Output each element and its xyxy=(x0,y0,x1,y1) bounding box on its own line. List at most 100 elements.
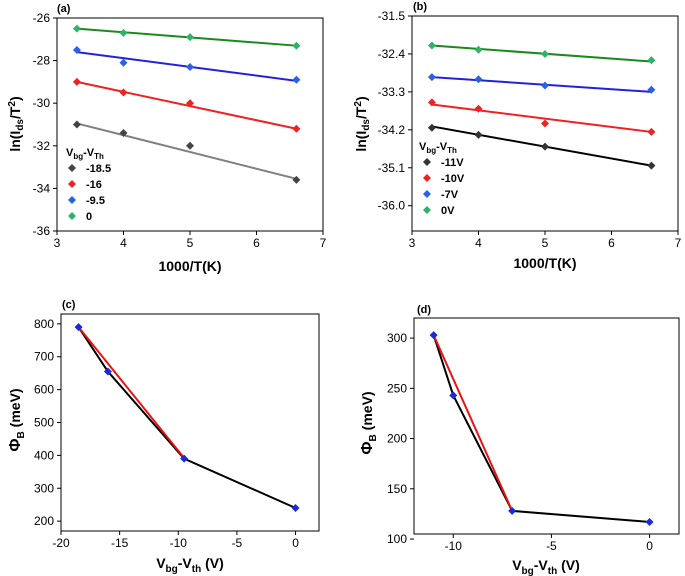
data-point-a-3 xyxy=(72,24,81,33)
legend-label-b-0: -11V xyxy=(441,157,464,169)
y-tick-label-c: 600 xyxy=(34,383,54,397)
series-line-c-fit xyxy=(77,326,185,459)
data-point-d xyxy=(508,506,517,515)
data-point-a-2 xyxy=(72,45,81,54)
x-tick-label-a: 3 xyxy=(54,236,61,250)
x-tick-label-d: -10 xyxy=(445,539,463,553)
fit-line-a-1 xyxy=(76,80,297,130)
y-tick-label-c: 200 xyxy=(34,514,54,528)
legend-label-a-3: 0 xyxy=(86,211,92,223)
data-point-b-3 xyxy=(541,49,549,58)
y-tick-label-d: 200 xyxy=(387,432,407,446)
panel-label-a: (a) xyxy=(57,3,71,15)
data-point-a-2 xyxy=(186,62,194,71)
y-axis-label-c: ΦB (meV) xyxy=(7,388,27,451)
data-point-b-1 xyxy=(427,98,436,107)
data-point-b-2 xyxy=(427,73,436,82)
y-tick-label-c: 800 xyxy=(34,317,54,331)
series-line-d-fit xyxy=(432,334,514,512)
x-tick-label-d: 0 xyxy=(646,539,653,553)
data-point-a-0 xyxy=(186,141,194,150)
fit-line-b-2 xyxy=(431,76,652,93)
data-point-a-1 xyxy=(186,99,194,108)
x-tick-label-b: 3 xyxy=(409,236,416,250)
data-point-b-2 xyxy=(541,81,549,90)
panel-label-c: (c) xyxy=(62,299,76,311)
ticks-d: -10 -5 0 100 150 200 250 300 xyxy=(387,331,653,553)
data-point-b-1 xyxy=(647,127,656,136)
plot-frame-c xyxy=(60,313,320,532)
x-tick-label-b: 5 xyxy=(542,236,549,250)
ticks-c: -20 -15 -10 -5 0 200 300 400 500 600 700 800 xyxy=(34,317,299,550)
x-axis-label-a: 1000/T(K) xyxy=(158,258,221,274)
x-tick-label-c: 0 xyxy=(292,536,299,550)
legend-marker-b-1 xyxy=(423,174,431,182)
data-point-a-3 xyxy=(186,33,194,42)
panel-label-b: (b) xyxy=(413,1,427,13)
data-point-b-2 xyxy=(474,75,483,84)
data-point-d xyxy=(645,517,654,526)
x-tick-label-a: 6 xyxy=(253,236,260,250)
markers-c xyxy=(74,323,300,512)
data-point-b-0 xyxy=(541,142,549,151)
y-tick-label-b: -36.0 xyxy=(378,199,406,213)
x-axis-label-d: Vbg-Vth (V) xyxy=(512,557,580,576)
x-tick-label-a: 4 xyxy=(120,236,127,250)
panel-d: (d) -10 -5 0 100 150 200 250 300 Vbg-Vth (V) ΦB… xyxy=(359,304,680,576)
y-tick-label-c: 300 xyxy=(34,481,54,495)
data-point-a-3 xyxy=(119,28,128,37)
y-tick-label-c: 500 xyxy=(34,416,54,430)
y-tick-label-d: 150 xyxy=(387,482,407,496)
x-tick-label-b: 4 xyxy=(475,236,482,250)
data-point-b-2 xyxy=(647,85,656,94)
y-tick-label-a: -32 xyxy=(33,139,51,153)
y-axis-label-d: ΦB (meV) xyxy=(359,391,379,454)
legend-marker-a-3 xyxy=(68,212,76,220)
panel-label-d: (d) xyxy=(417,304,431,316)
legend-marker-a-1 xyxy=(68,180,76,188)
data-point-c xyxy=(103,367,112,376)
data-point-b-3 xyxy=(474,45,483,54)
y-tick-label-b: -34.2 xyxy=(378,123,406,137)
data-point-a-1 xyxy=(72,77,81,86)
x-tick-label-c: -5 xyxy=(232,536,243,550)
legend-label-a-1: -16 xyxy=(86,179,102,191)
x-tick-label-b: 7 xyxy=(675,236,682,250)
series-line-c-data xyxy=(77,326,296,509)
legend-marker-b-3 xyxy=(423,206,431,214)
x-tick-label-a: 7 xyxy=(320,236,327,250)
data-point-b-3 xyxy=(427,41,436,50)
data-point-b-3 xyxy=(647,56,656,65)
y-tick-label-b: -31.5 xyxy=(378,9,406,23)
legend-b: Vbg-VTh -11V -10V -7V 0V xyxy=(419,141,465,217)
data-point-a-2 xyxy=(119,58,128,67)
data-point-b-1 xyxy=(474,104,483,113)
y-tick-label-d: 250 xyxy=(387,381,407,395)
fit-line-b-1 xyxy=(431,103,652,133)
y-tick-label-a: -34 xyxy=(33,181,51,195)
x-axis-label-c: Vbg-Vth (V) xyxy=(156,555,224,575)
data-point-a-1 xyxy=(119,88,128,97)
x-axis-label-b: 1000/T(K) xyxy=(513,255,576,271)
data-point-a-0 xyxy=(119,129,128,138)
x-tick-label-b: 6 xyxy=(608,236,615,250)
legend-title-a: Vbg-VTh xyxy=(66,147,104,161)
y-tick-label-a: -26 xyxy=(33,11,51,25)
x-tick-label-a: 5 xyxy=(187,236,194,250)
data-point-b-1 xyxy=(541,119,549,128)
legend-a: Vbg-VTh -18.5 -16 -9.5 0 xyxy=(66,147,111,223)
series-line-d-data xyxy=(432,334,650,523)
x-tick-label-c: -20 xyxy=(52,536,70,550)
legend-title-b: Vbg-VTh xyxy=(419,141,457,155)
y-axis-label-b: ln(Ids/T2) xyxy=(353,96,372,151)
data-point-a-3 xyxy=(292,41,301,50)
y-tick-label-d: 300 xyxy=(387,331,407,345)
y-tick-label-b: -32.4 xyxy=(378,47,406,61)
markers-d xyxy=(429,331,654,526)
y-tick-label-a: -36 xyxy=(33,224,51,238)
markers-b xyxy=(427,41,656,170)
data-point-b-0 xyxy=(427,123,436,132)
y-tick-label-a: -28 xyxy=(33,54,51,68)
panel-c: (c) -20 -15 -10 -5 0 200 300 400 500 600 700 800 Vb… xyxy=(7,299,320,575)
